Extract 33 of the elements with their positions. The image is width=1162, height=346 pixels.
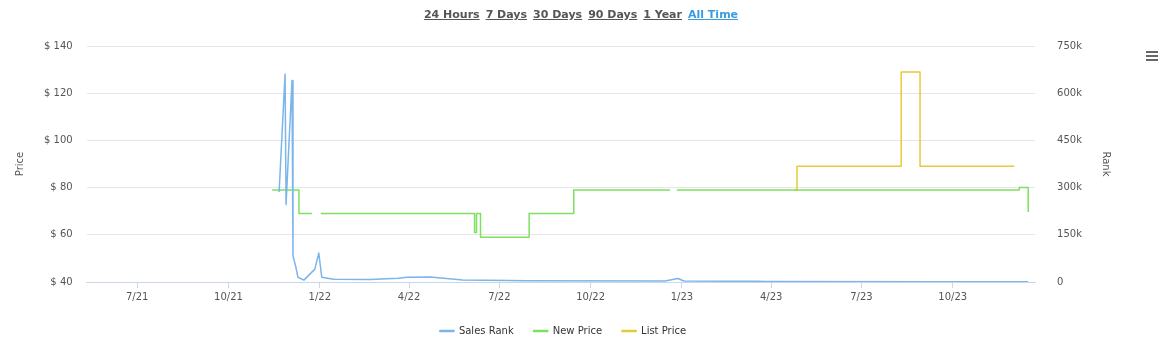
x-tick-label: 10/23 (938, 290, 968, 302)
y-tick-label: $ 40 (50, 275, 73, 287)
x-tick-label: 7/23 (850, 290, 873, 302)
y-tick-label: $ 140 (43, 39, 73, 51)
y-tick-label: $ 100 (43, 133, 73, 145)
legend-label: Sales Rank (458, 324, 514, 336)
y-tick-label: $ 80 (50, 181, 73, 193)
x-tick-label: 7/21 (125, 290, 149, 302)
x-tick-label: 1/22 (308, 290, 332, 302)
x-tick-label: 1/23 (670, 290, 694, 302)
y2-tick-label: 600k (1057, 86, 1083, 98)
y2-tick-label: 150k (1057, 228, 1083, 240)
text: 1 Year (643, 8, 682, 21)
x-tick-label: 4/22 (397, 290, 421, 302)
text: 7 Days (485, 8, 528, 21)
y2-tick-label: 0 (1057, 275, 1064, 287)
text: 30 Days (533, 8, 583, 21)
y-axis-title: Price (13, 151, 25, 177)
text: All Time (687, 8, 739, 21)
x-tick-label: 10/22 (576, 290, 606, 302)
x-tick-label: 7/22 (488, 290, 511, 302)
text: 90 Days (588, 8, 638, 21)
y2-tick-label: 450k (1057, 133, 1083, 145)
y-tick-label: $ 60 (50, 228, 73, 240)
text: 24 Hours (423, 8, 480, 21)
legend-label: New Price (552, 324, 603, 336)
legend-label: List Price (641, 324, 687, 336)
y2-tick-label: 300k (1057, 181, 1083, 193)
y2-tick-label: 750k (1057, 39, 1083, 51)
x-tick-label: 4/23 (759, 290, 783, 302)
x-tick-label: 10/21 (214, 290, 243, 302)
y-tick-label: $ 120 (43, 86, 73, 98)
y2-axis-title: Rank (1101, 151, 1113, 177)
